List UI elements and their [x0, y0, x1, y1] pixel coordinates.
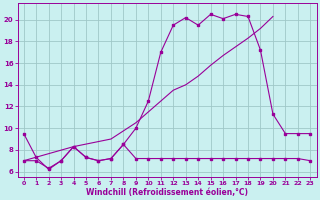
X-axis label: Windchill (Refroidissement éolien,°C): Windchill (Refroidissement éolien,°C) — [86, 188, 248, 197]
